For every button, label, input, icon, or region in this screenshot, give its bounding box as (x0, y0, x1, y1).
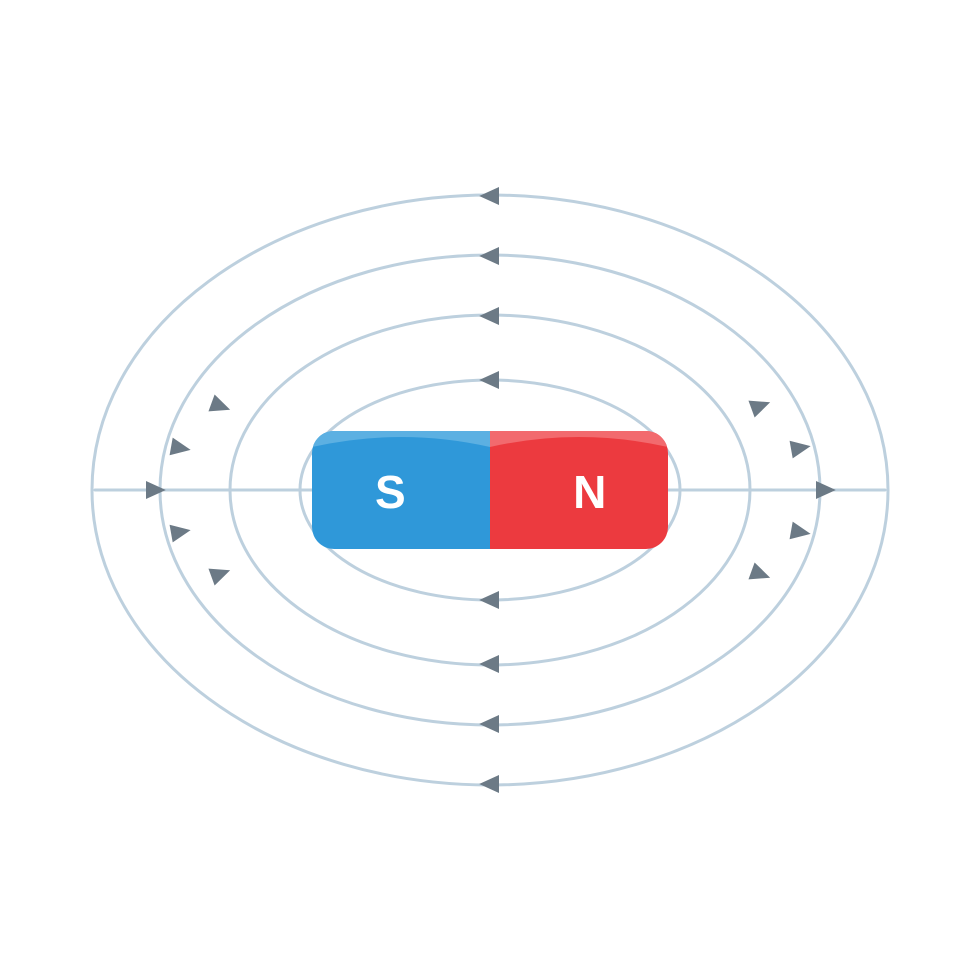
bar-magnet: S N (312, 431, 668, 549)
magnet-field-diagram: S N (0, 0, 980, 980)
north-pole-label: N (573, 466, 606, 518)
south-pole-label: S (375, 466, 406, 518)
